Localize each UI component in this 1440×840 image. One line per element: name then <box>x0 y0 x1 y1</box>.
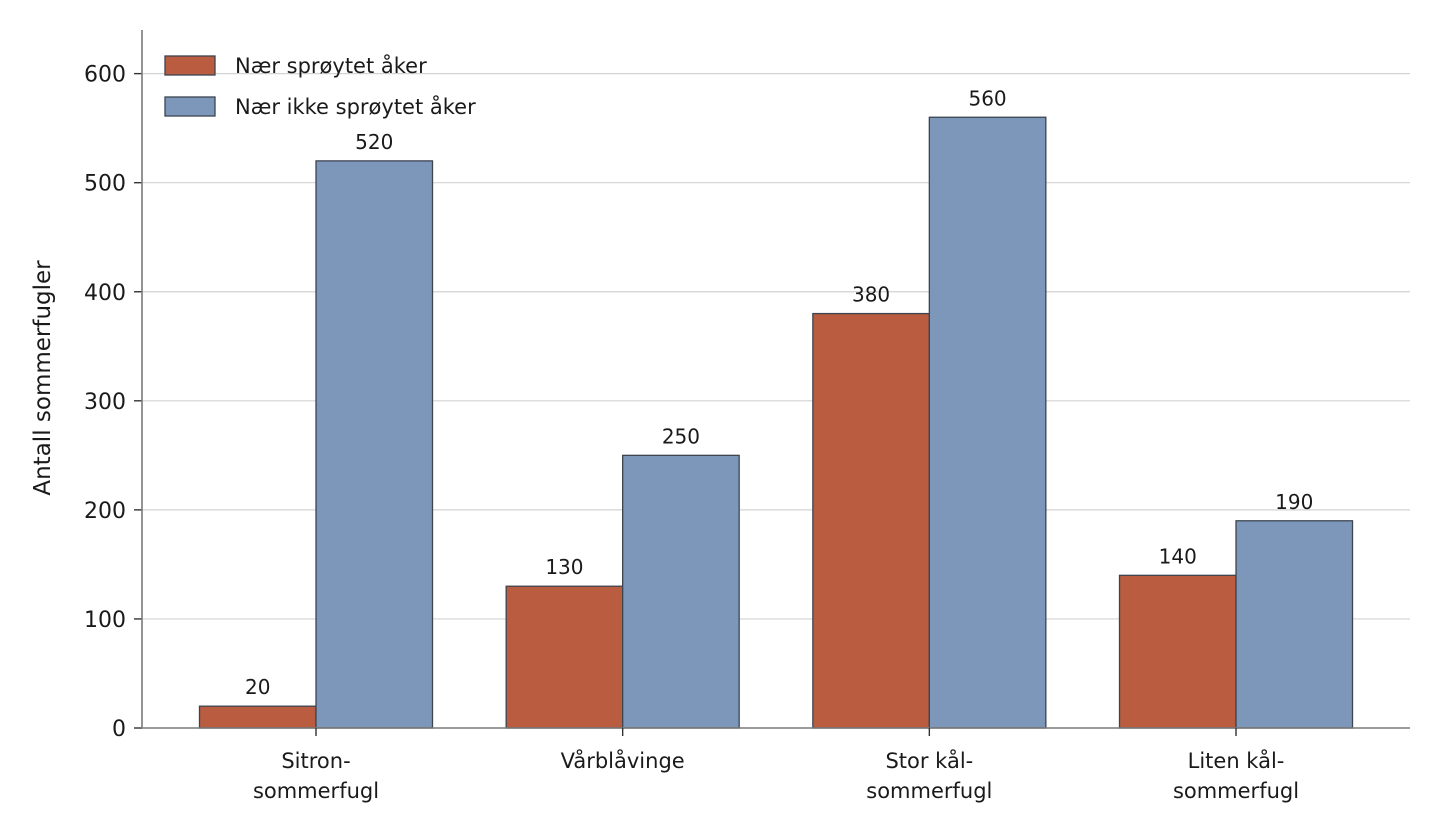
bar-sprayed <box>505 585 624 729</box>
bar-unsprayed <box>1235 520 1354 729</box>
x-tick-label-line: Vårblåvinge <box>561 748 685 773</box>
bar-sprayed <box>198 705 317 729</box>
y-tick-label: 0 <box>112 717 126 742</box>
x-tick-label: Stor kål-sommerfugl <box>866 748 992 803</box>
x-tick-label-line: Stor kål- <box>885 748 973 773</box>
y-tick-label: 200 <box>84 499 126 524</box>
x-tick-label-line: sommerfugl <box>253 779 379 803</box>
bar-value-label: 520 <box>355 130 393 154</box>
y-tick-label: 300 <box>84 390 126 415</box>
bar-unsprayed <box>928 116 1047 729</box>
bar-sprayed <box>812 312 930 729</box>
bar-value-label: 20 <box>245 675 270 699</box>
bar-value-label: 250 <box>662 424 700 448</box>
legend-label: Nær sprøytet åker <box>235 53 427 78</box>
y-tick-label: 400 <box>84 281 126 306</box>
x-tick-label: Vårblåvinge <box>561 748 685 773</box>
y-tick-label: 100 <box>84 608 126 633</box>
x-tick-label: Liten kål-sommerfugl <box>1173 748 1299 803</box>
legend-swatch <box>164 96 216 117</box>
bar-value-label: 380 <box>852 283 890 307</box>
bar-unsprayed <box>622 454 740 729</box>
x-tick-label-line: sommerfugl <box>1173 779 1299 803</box>
y-axis-title: Antall sommerfugler <box>30 260 56 496</box>
legend-label: Nær ikke sprøytet åker <box>235 94 476 119</box>
bar-sprayed <box>1118 574 1237 729</box>
bar-value-label: 140 <box>1159 544 1197 568</box>
axes: 0 100 200 300 400 500 600 Sitron-sommerfugl Vårb… <box>84 30 1410 803</box>
x-tick-label: Sitron-sommerfugl <box>253 749 379 803</box>
y-tick-label: 500 <box>84 172 126 197</box>
legend-swatch <box>164 55 216 76</box>
x-tick-label-line: sommerfugl <box>866 779 992 803</box>
x-tick-label-line: Sitron- <box>281 749 350 773</box>
bar-value-label: 560 <box>968 86 1006 110</box>
x-tick-label-line: Liten kål- <box>1188 748 1285 773</box>
bar-value-label: 130 <box>545 555 583 579</box>
bar-unsprayed <box>315 160 434 729</box>
bars <box>198 116 1354 729</box>
y-tick-label: 600 <box>84 63 126 88</box>
value-labels: 20 130 380 140 520 250 560 190 <box>245 86 1313 699</box>
bar-value-label: 190 <box>1275 490 1313 514</box>
legend: Nær sprøytet åker Nær ikke sprøytet åker <box>164 53 476 119</box>
